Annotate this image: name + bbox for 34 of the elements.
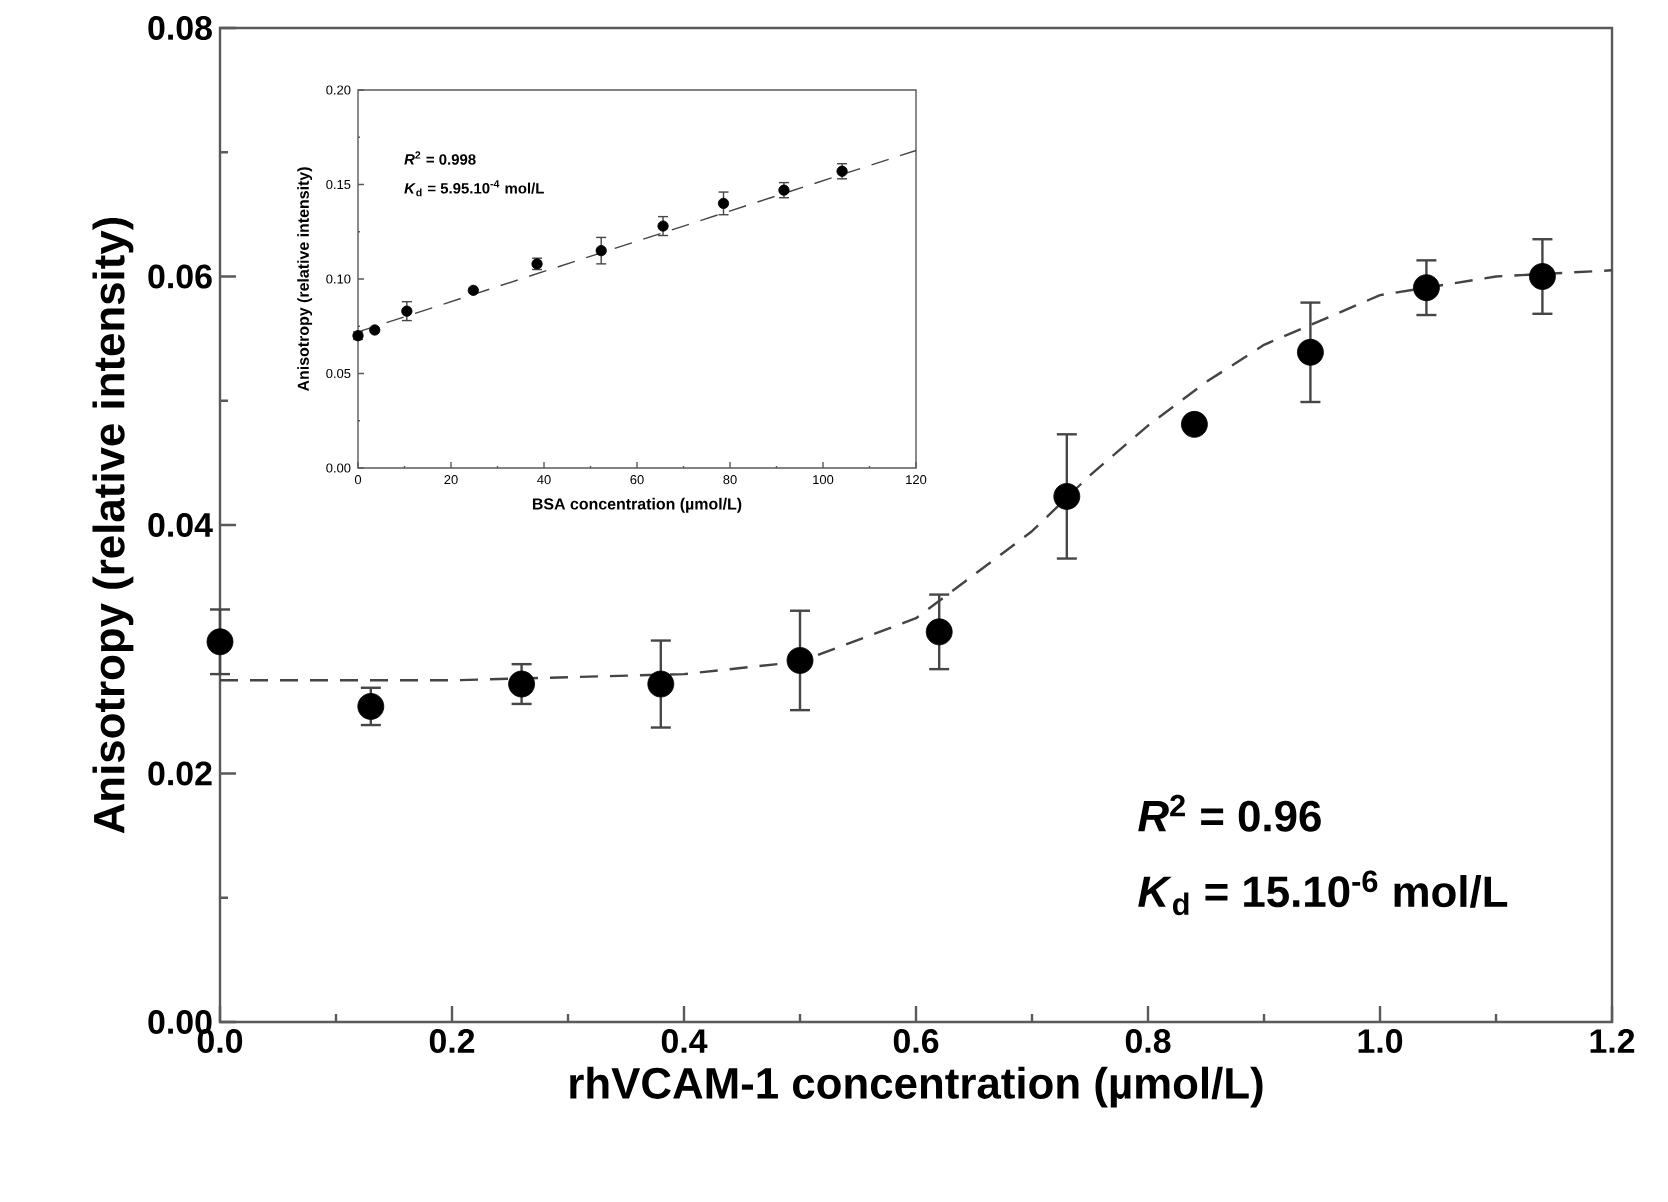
point	[206, 628, 234, 656]
point	[1053, 483, 1081, 510]
point	[647, 670, 675, 698]
x-tick-label: 0.0	[197, 1029, 243, 1054]
x-tick-label: 0.4	[661, 1029, 708, 1054]
point	[1529, 263, 1556, 290]
point	[657, 220, 669, 232]
point	[717, 197, 730, 209]
x-tick-label: 0.2	[429, 1029, 475, 1054]
point	[1181, 410, 1208, 438]
point	[595, 245, 607, 257]
y-tick-label: 0.02	[148, 761, 212, 786]
annotation: K$_{d}$ = 15.10$^{-6}$ mol/L	[1138, 870, 1508, 916]
x-tick-label: 1.0	[1358, 1029, 1403, 1054]
x-tick-label: 1.2	[1590, 1029, 1635, 1053]
y-tick-label: 0.06	[148, 264, 212, 289]
point	[467, 284, 479, 296]
y-axis-title: Anisotropy (relative intensity)	[92, 217, 134, 834]
point	[1413, 274, 1440, 302]
point	[401, 305, 413, 317]
y-tick-label: 0.08	[148, 16, 212, 41]
y-tick-label: 0.04	[148, 513, 213, 538]
annotation: R$^{2}$ = 0.96	[1138, 794, 1321, 832]
x-tick-label: 0.8	[1125, 1029, 1171, 1054]
point	[357, 693, 385, 720]
point	[786, 647, 814, 674]
point	[369, 324, 381, 336]
x-axis-title: rhVCAM-1 concentration (µmol/L)	[570, 1066, 1263, 1108]
y-tick-label: 0.00	[148, 1010, 212, 1034]
point	[508, 670, 535, 698]
x-tick-label: 0.6	[893, 1029, 939, 1054]
point	[1297, 338, 1324, 366]
point	[925, 618, 953, 646]
point	[352, 330, 364, 342]
